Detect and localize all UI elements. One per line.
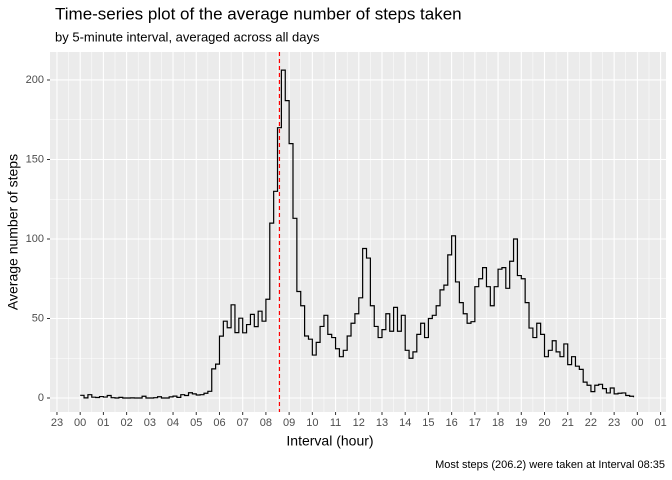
x-tick-label: 04 (167, 417, 179, 429)
x-tick-label: 00 (631, 417, 643, 429)
x-tick-label: 23 (608, 417, 620, 429)
y-axis-label: Average number of steps (5, 154, 21, 310)
x-tick-label: 03 (144, 417, 156, 429)
x-tick-label: 18 (492, 417, 504, 429)
x-tick-label: 06 (213, 417, 225, 429)
x-tick-label: 05 (190, 417, 202, 429)
caption: Most steps (206.2) were taken at Interva… (435, 459, 665, 471)
x-tick-label: 13 (376, 417, 388, 429)
x-tick-label: 17 (469, 417, 481, 429)
y-tick-label: 100 (26, 233, 44, 245)
x-tick-label: 01 (97, 417, 109, 429)
x-tick-label: 14 (399, 417, 411, 429)
x-tick-label: 02 (120, 417, 132, 429)
x-axis-label: Interval (hour) (286, 433, 373, 449)
x-tick-label: 08 (260, 417, 272, 429)
x-tick-label: 10 (306, 417, 318, 429)
chart-subtitle: by 5-minute interval, averaged across al… (55, 29, 320, 44)
chart-title: Time-series plot of the average number o… (55, 4, 462, 23)
x-tick-label: 11 (330, 417, 341, 429)
y-tick-label: 200 (26, 74, 44, 86)
y-tick-label: 0 (38, 392, 44, 404)
y-tick-label: 50 (32, 312, 44, 324)
panel (50, 52, 666, 412)
x-tick-label: 07 (237, 417, 249, 429)
x-tick-label: 15 (422, 417, 434, 429)
x-tick-label: 22 (585, 417, 597, 429)
y-tick-label: 150 (26, 153, 44, 165)
step-line (80, 69, 635, 399)
x-tick-label: 01 (654, 417, 666, 429)
x-tick-label: 16 (446, 417, 458, 429)
x-tick-label: 20 (538, 417, 550, 429)
x-tick-label: 00 (74, 417, 86, 429)
x-tick-label: 09 (283, 417, 295, 429)
x-tick-label: 23 (51, 417, 63, 429)
x-tick-label: 21 (562, 417, 574, 429)
x-tick-label: 19 (515, 417, 527, 429)
x-tick-label: 12 (353, 417, 365, 429)
